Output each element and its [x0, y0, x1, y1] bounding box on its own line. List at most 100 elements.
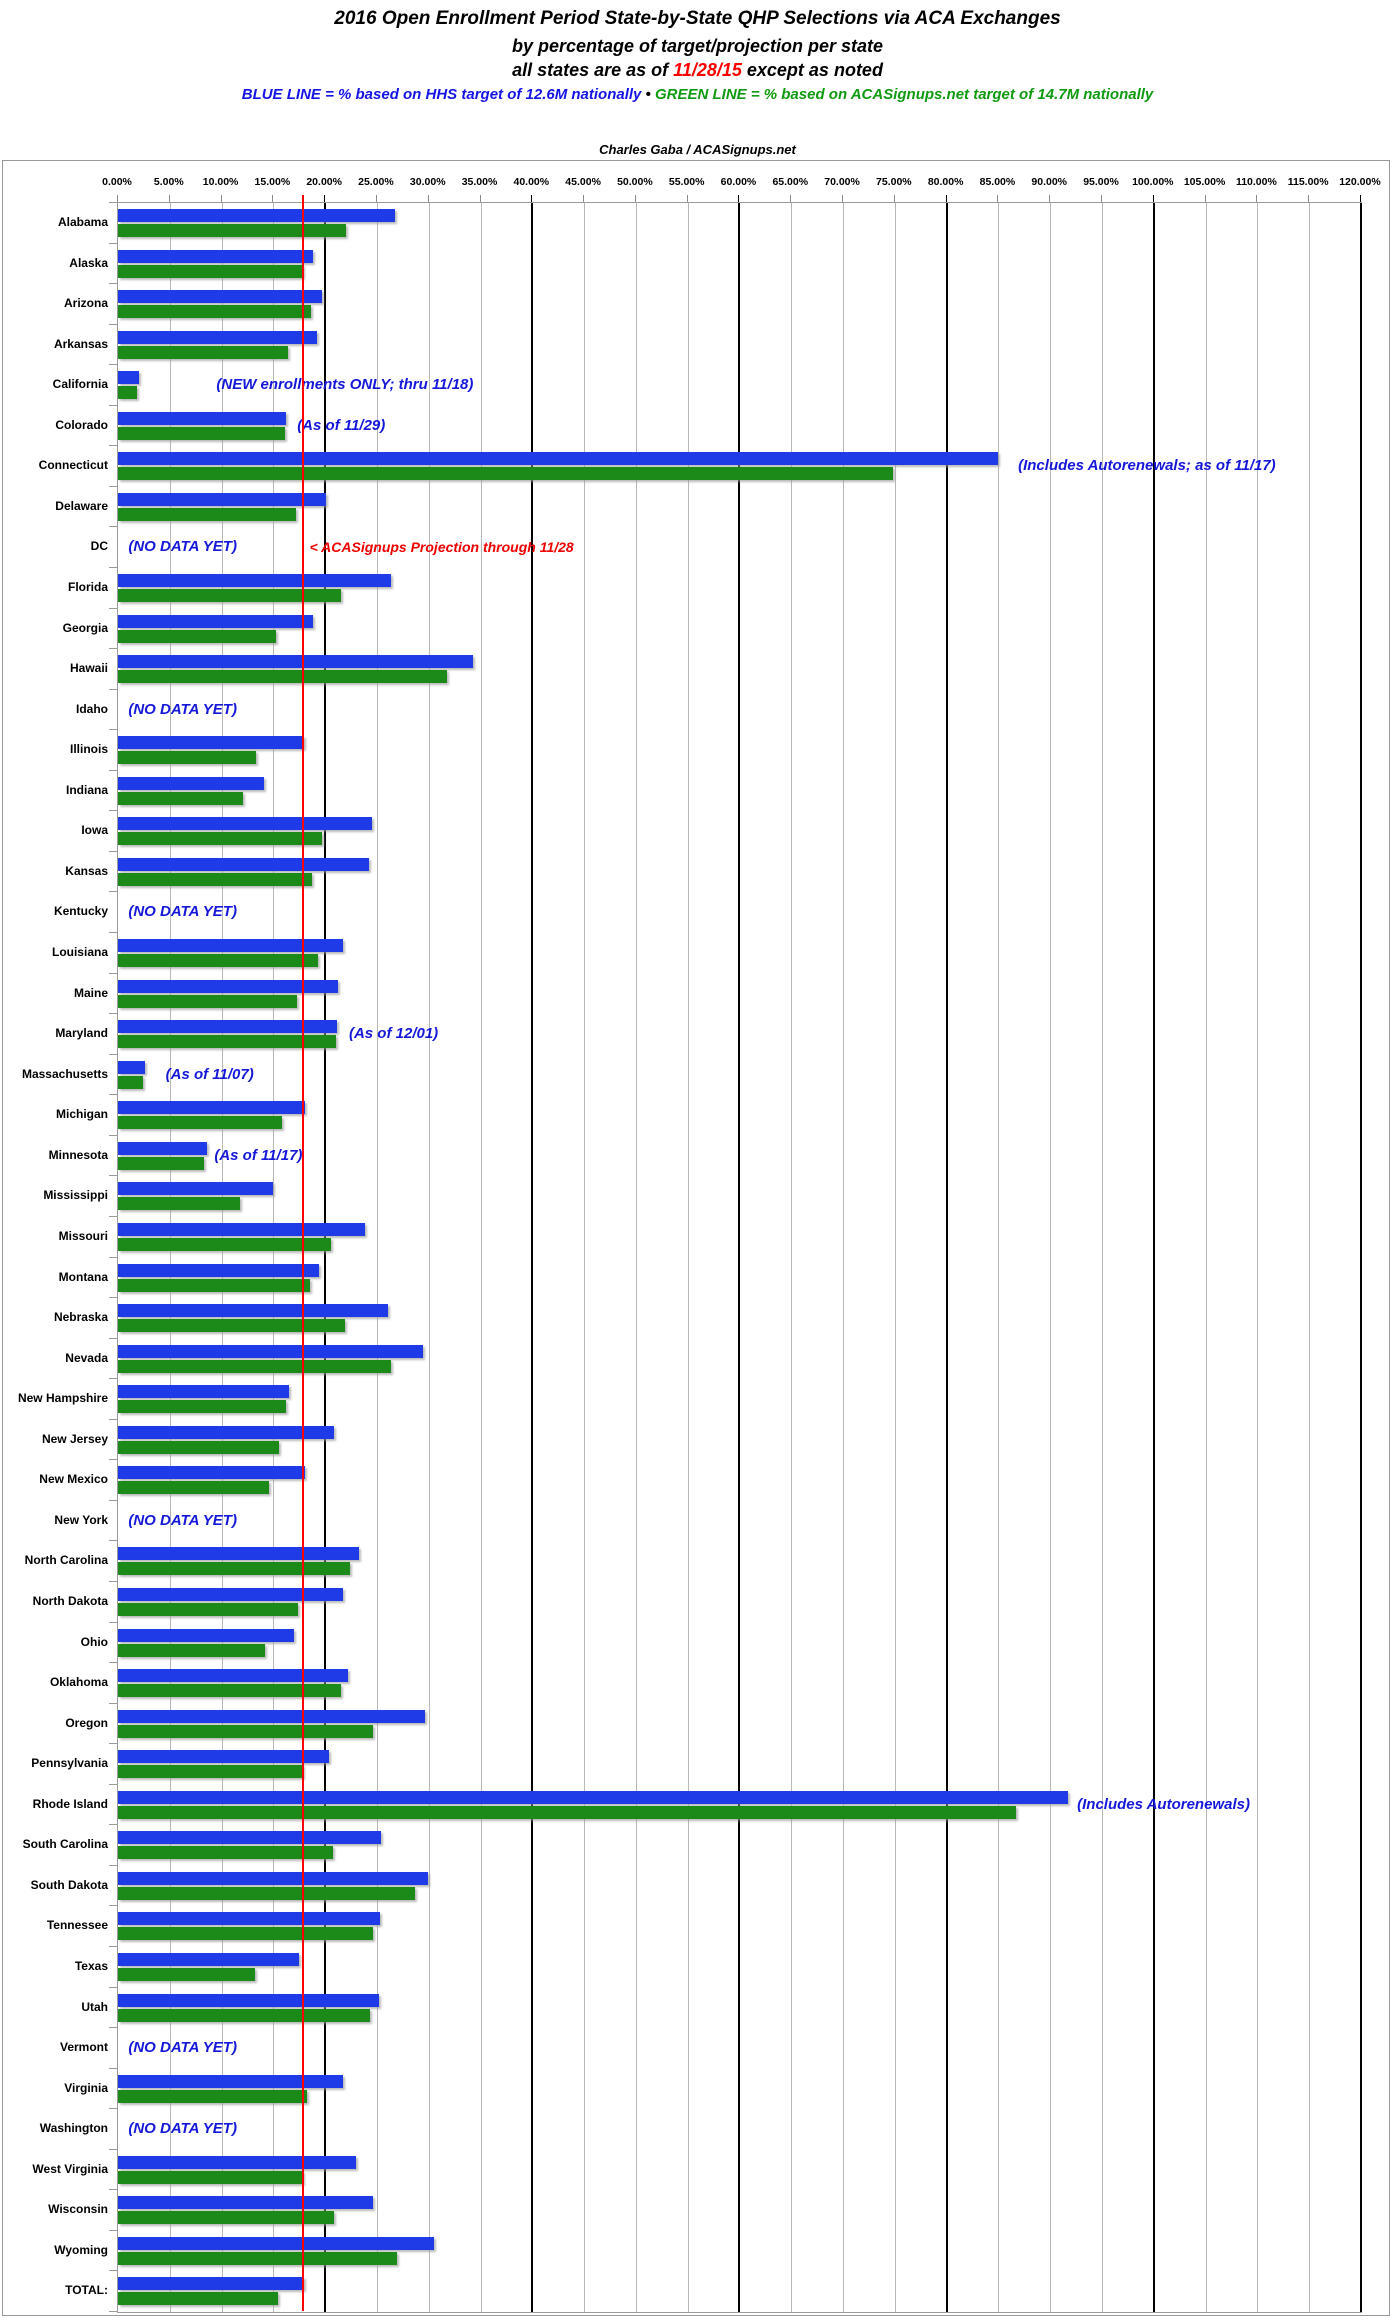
- axis-tick-mark: [1049, 195, 1051, 202]
- hhs-target-bar: [118, 1101, 306, 1115]
- row-boundary-tick: [109, 1945, 117, 1947]
- hhs-target-bar: [118, 371, 139, 385]
- axis-tick-label: 55.00%: [668, 176, 705, 188]
- state-label: Virginia: [64, 2080, 108, 2095]
- gridline-minor: [894, 203, 896, 2312]
- hhs-target-bar: [118, 776, 265, 790]
- axis-tick-mark: [738, 195, 740, 202]
- state-row: (NO DATA YET): [118, 892, 1361, 933]
- state-label: Texas: [74, 1958, 108, 1973]
- legend-separator: •: [641, 86, 655, 103]
- state-label: Maine: [73, 985, 108, 1000]
- row-boundary-tick: [109, 283, 117, 285]
- gridline-minor: [1102, 203, 1103, 2312]
- legend-green-label: GREEN LINE = % based on ACASignups.net t…: [654, 86, 1154, 103]
- state-row: [118, 1704, 1361, 1745]
- axis-tick-mark: [790, 195, 792, 202]
- hhs-target-bar: [118, 2277, 305, 2291]
- row-boundary-tick: [109, 1337, 117, 1339]
- state-label: Maryland: [55, 1026, 108, 1041]
- axis-tick-label: 35.00%: [461, 176, 498, 188]
- acasignups-target-bar: [118, 1643, 266, 1657]
- axis-tick-mark: [324, 195, 326, 202]
- hhs-target-bar: [118, 614, 313, 628]
- acasignups-target-bar: [118, 1156, 204, 1170]
- state-row: [118, 1258, 1361, 1299]
- row-boundary-tick: [109, 2027, 117, 2029]
- axis-tick-label: 105.00%: [1183, 176, 1226, 188]
- axis-tick-mark: [375, 195, 377, 202]
- state-row: [118, 1176, 1361, 1217]
- axis-tick-mark: [1256, 195, 1258, 202]
- acasignups-target-bar: [118, 1237, 332, 1251]
- state-row: (NO DATA YET) < ACASignups Projection thr…: [118, 527, 1361, 568]
- row-boundary-tick: [109, 1783, 117, 1785]
- row-boundary-tick: [109, 1580, 117, 1582]
- hhs-target-bar: [118, 1790, 1068, 1804]
- hhs-target-bar: [118, 1587, 343, 1601]
- acasignups-target-bar: [118, 1035, 336, 1049]
- acasignups-target-bar: [118, 1440, 279, 1454]
- hhs-target-bar: [118, 290, 323, 304]
- state-row: [118, 284, 1361, 325]
- state-label: Arkansas: [53, 336, 108, 351]
- state-label: Nebraska: [53, 1310, 108, 1325]
- row-boundary-tick: [109, 2229, 117, 2231]
- state-label: South Carolina: [22, 1837, 108, 1852]
- acasignups-target-bar: [118, 1319, 345, 1333]
- row-boundary-tick: [109, 1175, 117, 1177]
- row-boundary-tick: [109, 1094, 117, 1096]
- acasignups-target-bar: [118, 1805, 1017, 1819]
- hhs-target-bar: [118, 1871, 428, 1885]
- acasignups-target-bar: [118, 994, 298, 1008]
- acasignups-target-bar: [118, 629, 277, 643]
- row-boundary-tick: [109, 688, 117, 690]
- state-label: South Dakota: [30, 1877, 108, 1892]
- row-boundary-tick: [109, 1621, 117, 1623]
- axis-tick-label: 50.00%: [617, 176, 653, 188]
- state-row: [118, 2190, 1361, 2231]
- axis-tick-label: 65.00%: [772, 176, 809, 188]
- row-boundary-tick: [109, 1662, 117, 1664]
- legend-blue-label: BLUE LINE = % based on HHS target of 12.…: [241, 86, 642, 103]
- state-row: [118, 974, 1361, 1015]
- gridline-minor: [1205, 203, 1207, 2312]
- hhs-target-bar: [118, 1222, 365, 1236]
- axis-tick-label: 45.00%: [565, 176, 601, 188]
- state-annotation: (NO DATA YET): [128, 538, 237, 556]
- acasignups-target-bar: [118, 1967, 255, 1981]
- state-row: [118, 1095, 1361, 1136]
- row-boundary-tick: [109, 2148, 117, 2150]
- state-row: [118, 2150, 1361, 2191]
- acasignups-target-bar: [118, 2170, 304, 2184]
- state-label: Connecticut: [38, 458, 108, 473]
- state-row: [118, 1947, 1361, 1988]
- axis-tick-mark: [893, 195, 895, 202]
- axis-tick-label: 85.00%: [979, 176, 1016, 188]
- axis-tick-label: 90.00%: [1031, 176, 1068, 188]
- hhs-target-bar: [118, 452, 999, 466]
- row-boundary-tick: [109, 1824, 117, 1826]
- state-annotation: (NO DATA YET): [128, 700, 237, 718]
- state-row: [118, 1582, 1361, 1623]
- row-boundary-tick: [109, 1743, 117, 1745]
- row-boundary-tick: [109, 2108, 117, 2110]
- state-row: [118, 2069, 1361, 2110]
- axis-tick-mark: [427, 195, 429, 202]
- state-label: Vermont: [59, 2040, 108, 2055]
- acasignups-target-bar: [118, 589, 341, 603]
- series-legend: BLUE LINE = % based on HHS target of 12.…: [0, 86, 1395, 103]
- gridline-minor: [843, 203, 845, 2312]
- acasignups-target-bar: [118, 791, 244, 805]
- hhs-target-bar: [118, 2236, 434, 2250]
- gridline-minor: [998, 203, 1000, 2312]
- gridline-minor: [376, 203, 378, 2312]
- state-row: [118, 933, 1361, 974]
- state-label: North Dakota: [32, 1593, 108, 1608]
- row-boundary-tick: [109, 2189, 117, 2191]
- row-boundary-tick: [109, 1702, 117, 1704]
- state-annotation: (NO DATA YET): [128, 2120, 237, 2138]
- acasignups-target-bar: [118, 305, 311, 319]
- row-boundary-tick: [109, 567, 117, 569]
- state-label: Louisiana: [51, 945, 108, 960]
